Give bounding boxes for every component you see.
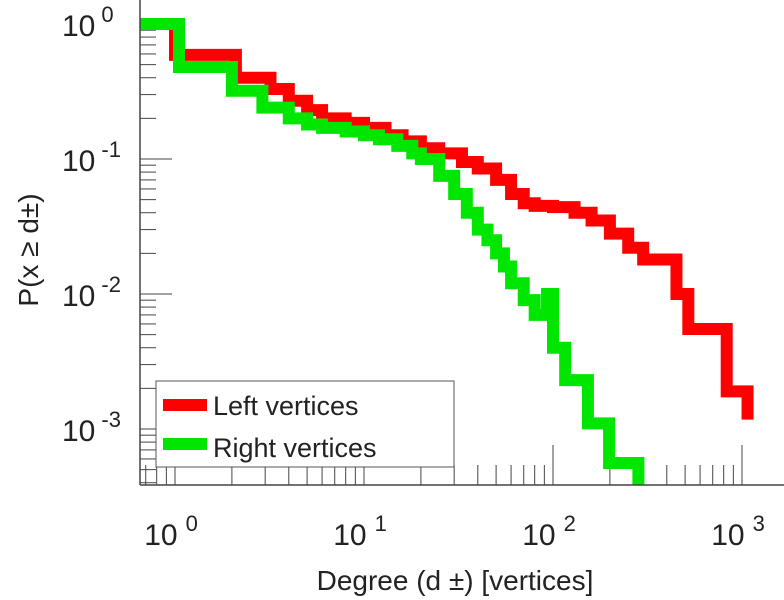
tick-labels: 10 0 10 1 10 2 10 3 10 0 10 -1 10 -2 10 -3: [62, 2, 765, 552]
x-tick-label: 10 0: [144, 511, 198, 552]
x-tick-label: 10 2: [522, 511, 576, 552]
x-tick-label: 10 3: [711, 511, 765, 552]
series-group: [140, 18, 754, 485]
y-tick-label: 10 0: [62, 2, 114, 43]
y-tick-label: 10 -2: [62, 272, 121, 313]
y-tick-label: 10 -1: [62, 137, 121, 178]
y-axis-label: P(x ≥ d±): [13, 193, 44, 306]
x-tick-label: 10 1: [333, 511, 387, 552]
series-left-vertices: [140, 18, 754, 420]
x-axis-label: Degree (d ±) [vertices]: [317, 565, 594, 596]
y-tick-label: 10 -3: [62, 407, 121, 448]
legend-label-right: Right vertices: [213, 433, 377, 463]
legend-label-left: Left vertices: [213, 391, 359, 421]
legend: Left vertices Right vertices: [155, 380, 455, 468]
series-right-vertices: [140, 18, 645, 485]
legend-box: [155, 380, 455, 468]
